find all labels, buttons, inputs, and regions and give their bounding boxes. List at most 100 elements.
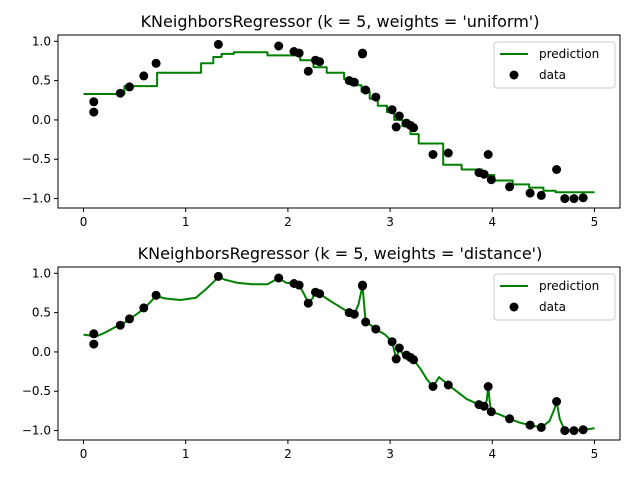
legend-point-swatch-distance <box>509 302 519 312</box>
data-point-uniform-0 <box>89 97 99 107</box>
data-point-uniform-33 <box>536 190 546 200</box>
data-points-uniform <box>89 39 588 204</box>
x-tick-label-uniform-1: 1 <box>182 215 190 229</box>
data-point-distance-10 <box>303 298 313 308</box>
data-point-uniform-32 <box>525 188 535 198</box>
data-point-uniform-35 <box>560 194 570 204</box>
data-point-distance-2 <box>115 320 125 330</box>
data-point-distance-20 <box>391 354 401 364</box>
legend-label-prediction-uniform: prediction <box>539 47 599 61</box>
data-point-uniform-12 <box>315 57 325 67</box>
legend-label-data-uniform: data <box>539 68 566 82</box>
y-tick-label-distance-1: 0.5 <box>32 306 51 320</box>
legend-point-swatch-uniform <box>509 70 519 80</box>
data-points-distance <box>89 271 588 436</box>
y-tick-label-uniform-4: −1.0 <box>22 192 51 206</box>
data-point-uniform-18 <box>371 92 381 102</box>
x-tick-label-distance-5: 5 <box>591 447 599 461</box>
data-point-distance-29 <box>483 382 493 391</box>
data-point-distance-3 <box>125 314 134 324</box>
x-tick-label-uniform-5: 5 <box>591 215 599 229</box>
chart-title-distance: KNeighborsRegressor (k = 5, weights = 'd… <box>138 244 543 263</box>
x-tick-label-distance-1: 1 <box>182 447 190 461</box>
y-tick-label-uniform-2: 0.0 <box>32 113 51 127</box>
data-point-uniform-10 <box>303 66 313 76</box>
data-point-distance-34 <box>552 397 562 406</box>
data-point-uniform-1 <box>89 107 99 117</box>
legend-uniform: prediction data <box>493 41 616 89</box>
data-point-uniform-31 <box>505 182 515 192</box>
data-point-uniform-2 <box>115 88 125 98</box>
subplot-distance: KNeighborsRegressor (k = 5, weights = 'd… <box>22 244 621 461</box>
data-point-uniform-7 <box>274 41 284 51</box>
data-point-distance-31 <box>505 414 515 424</box>
data-point-distance-14 <box>349 309 359 319</box>
data-point-distance-18 <box>371 324 381 334</box>
data-point-distance-5 <box>151 290 161 300</box>
data-point-uniform-16 <box>358 49 367 59</box>
data-point-distance-35 <box>560 426 570 436</box>
data-point-distance-0 <box>89 329 99 339</box>
data-point-uniform-9 <box>294 48 304 58</box>
y-tick-label-distance-0: 1.0 <box>32 266 51 280</box>
legend-label-prediction-distance: prediction <box>539 279 599 293</box>
data-point-uniform-21 <box>394 111 404 121</box>
data-point-distance-1 <box>89 339 99 349</box>
y-tick-label-distance-2: 0.0 <box>32 345 51 359</box>
data-point-distance-26 <box>443 380 453 390</box>
data-point-distance-28 <box>479 401 489 411</box>
x-tick-label-uniform-4: 4 <box>488 215 496 229</box>
data-point-distance-25 <box>428 382 438 391</box>
data-point-uniform-5 <box>151 58 161 68</box>
y-tick-label-distance-3: −0.5 <box>22 384 51 398</box>
data-point-distance-19 <box>387 337 397 347</box>
x-tick-label-uniform-3: 3 <box>386 215 394 229</box>
legend-label-data-distance: data <box>539 300 566 314</box>
x-tick-label-distance-0: 0 <box>80 447 88 461</box>
data-point-distance-30 <box>486 407 496 417</box>
data-point-distance-7 <box>274 273 284 283</box>
legend-distance: prediction data <box>493 273 616 321</box>
x-tick-label-uniform-2: 2 <box>284 215 292 229</box>
x-tick-label-distance-2: 2 <box>284 447 292 461</box>
y-tick-label-uniform-1: 0.5 <box>32 74 51 88</box>
y-tick-label-distance-4: −1.0 <box>22 424 51 438</box>
data-point-uniform-3 <box>125 82 134 92</box>
data-point-distance-4 <box>139 303 149 313</box>
data-point-distance-37 <box>578 425 588 435</box>
subplot-uniform: KNeighborsRegressor (k = 5, weights = 'u… <box>22 12 621 229</box>
data-point-distance-32 <box>525 420 535 430</box>
data-point-uniform-25 <box>428 150 438 159</box>
data-point-distance-17 <box>361 317 371 327</box>
ticks-uniform: 0 1 2 3 4 5 1.0 0.5 0.0 −0.5 −1.0 <box>22 34 598 229</box>
data-point-uniform-36 <box>569 194 579 204</box>
chart-title-uniform: KNeighborsRegressor (k = 5, weights = 'u… <box>141 12 540 31</box>
data-point-distance-24 <box>409 355 419 365</box>
data-point-uniform-24 <box>409 123 419 133</box>
x-tick-label-distance-4: 4 <box>488 447 496 461</box>
data-point-distance-9 <box>294 280 304 290</box>
data-point-uniform-6 <box>213 39 223 49</box>
data-point-uniform-26 <box>443 148 453 158</box>
data-point-distance-33 <box>536 422 546 432</box>
data-point-uniform-17 <box>361 85 371 95</box>
data-point-uniform-34 <box>552 165 562 174</box>
data-point-distance-36 <box>569 426 579 436</box>
ticks-distance: 0 1 2 3 4 5 1.0 0.5 0.0 −0.5 −1.0 <box>22 266 598 461</box>
data-point-uniform-30 <box>486 175 496 185</box>
x-tick-label-distance-3: 3 <box>386 447 394 461</box>
data-point-distance-12 <box>315 289 325 299</box>
data-point-distance-16 <box>358 281 367 291</box>
y-tick-label-uniform-3: −0.5 <box>22 152 51 166</box>
data-point-uniform-4 <box>139 71 149 81</box>
data-point-distance-21 <box>394 343 404 353</box>
data-point-uniform-19 <box>387 105 397 115</box>
y-tick-label-uniform-0: 1.0 <box>32 34 51 48</box>
data-point-uniform-28 <box>479 169 489 179</box>
x-tick-label-uniform-0: 0 <box>80 215 88 229</box>
data-point-uniform-29 <box>483 150 493 159</box>
data-point-uniform-37 <box>578 193 588 203</box>
data-point-distance-6 <box>213 271 223 281</box>
data-point-uniform-14 <box>349 77 359 87</box>
